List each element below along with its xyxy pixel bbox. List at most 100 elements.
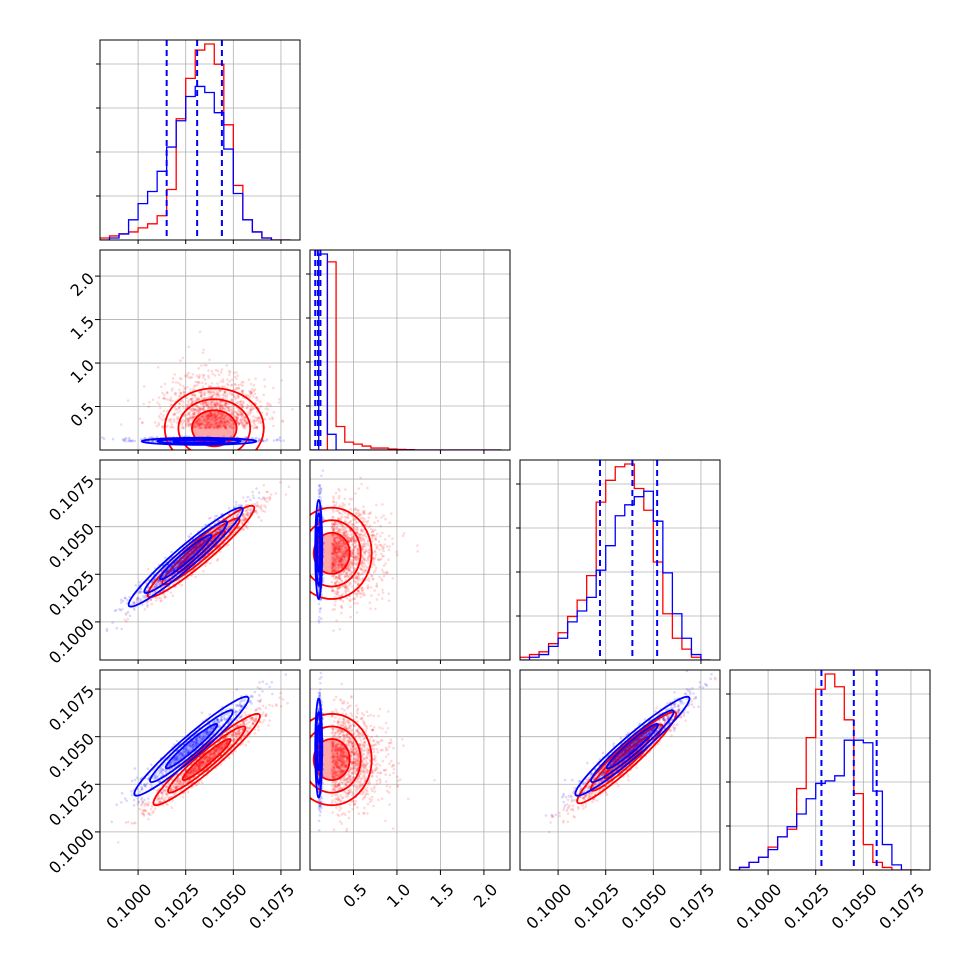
red-sample-point: [147, 405, 150, 408]
red-sample-point: [230, 411, 234, 414]
red-sample-point: [264, 505, 268, 509]
red-sample-point: [227, 525, 230, 529]
red-sample-point: [246, 421, 249, 424]
blue-sample-point: [246, 495, 250, 499]
red-sample-point: [238, 511, 241, 515]
blue-sample-point: [111, 437, 115, 441]
red-sample-point: [125, 612, 128, 615]
blue-sample-point: [239, 504, 243, 508]
blue-sample-point: [121, 599, 125, 603]
red-sample-point: [341, 592, 345, 596]
red-sample-point: [165, 391, 169, 395]
red-sample-point: [263, 497, 267, 501]
red-sample-point: [359, 595, 363, 599]
red-sample-point: [203, 363, 206, 367]
red-sample-point: [221, 420, 225, 424]
red-sample-point: [350, 561, 353, 564]
red-sample-point: [354, 512, 358, 515]
red-sample-point: [348, 568, 351, 572]
red-sample-point: [231, 392, 234, 396]
red-sample-point: [181, 356, 185, 360]
red-sample-point: [202, 376, 205, 379]
red-sample-point: [220, 416, 223, 420]
red-sample-point: [353, 541, 357, 545]
red-sample-point: [188, 422, 191, 426]
red-sample-point: [194, 425, 197, 429]
red-sample-point: [272, 424, 275, 428]
red-sample-point: [161, 391, 164, 395]
red-sample-point: [340, 558, 344, 561]
red-sample-point: [340, 555, 344, 559]
blue-sample-point: [124, 613, 128, 616]
red-sample-point: [195, 420, 199, 424]
red-sample-point: [254, 419, 257, 423]
red-sample-point: [274, 492, 278, 495]
blue-sample-point: [123, 439, 126, 442]
red-sample-point: [209, 391, 213, 395]
red-sample-point: [258, 400, 262, 404]
red-sample-point: [217, 404, 221, 408]
red-sample-point: [350, 534, 354, 537]
red-sample-point: [337, 574, 341, 577]
red-sample-point: [191, 413, 194, 417]
red-sample-point: [217, 420, 221, 423]
red-sample-point: [344, 535, 347, 538]
blue-sample-point: [153, 585, 157, 589]
red-sample-point: [210, 390, 213, 394]
red-sample-point: [333, 504, 336, 507]
red-sample-point: [331, 568, 335, 571]
red-sample-point: [336, 541, 340, 544]
red-sample-point: [337, 547, 341, 551]
red-sample-point: [240, 521, 244, 525]
red-sample-point: [208, 416, 211, 419]
red-sample-point: [235, 420, 239, 423]
blue-sample-point: [128, 595, 131, 599]
red-sample-point: [340, 563, 343, 567]
red-sample-point: [358, 536, 361, 539]
red-sample-point: [345, 573, 349, 576]
blue-sample-point: [244, 499, 248, 503]
blue-sample-point: [101, 436, 104, 439]
red-sample-point: [244, 525, 248, 528]
red-sample-point: [200, 391, 203, 394]
red-sample-point: [210, 382, 214, 385]
red-sample-point: [214, 418, 217, 421]
red-sample-point: [332, 515, 335, 519]
red-sample-point: [200, 407, 203, 411]
red-sample-point: [346, 538, 349, 541]
red-sample-point: [353, 524, 357, 528]
diag-content: [310, 250, 502, 450]
red-sample-point: [353, 580, 357, 584]
red-sample-point: [332, 546, 336, 550]
red-sample-point: [341, 504, 344, 508]
red-sample-point: [331, 552, 334, 555]
red-sample-point: [184, 424, 188, 428]
red-sample-point: [331, 552, 334, 555]
red-sample-point: [341, 554, 345, 557]
blue-sample-point: [140, 437, 143, 441]
red-sample-point: [364, 536, 368, 539]
red-sample-point: [364, 532, 367, 535]
red-sample-point: [154, 596, 158, 600]
red-sample-point: [177, 395, 181, 398]
red-sample-point: [193, 393, 196, 397]
red-sample-point: [332, 500, 336, 504]
red-sample-point: [228, 373, 231, 376]
red-sample-point: [343, 552, 346, 556]
red-sample-point: [209, 411, 213, 415]
red-sample-point: [333, 547, 337, 550]
red-sample-point: [195, 420, 199, 424]
red-sample-point: [373, 589, 377, 592]
red-sample-point: [175, 421, 179, 424]
red-sample-point: [331, 526, 334, 529]
red-sample-point: [350, 498, 354, 501]
red-sample-point: [204, 415, 207, 419]
red-sample-point: [149, 598, 153, 602]
blue-sample-point: [222, 434, 225, 438]
red-sample-point: [186, 386, 189, 389]
red-sample-point: [138, 417, 142, 421]
red-sample-point: [287, 485, 291, 489]
red-sample-point: [331, 562, 334, 566]
blue-sample-point: [153, 590, 157, 594]
red-sample-point: [333, 544, 337, 548]
